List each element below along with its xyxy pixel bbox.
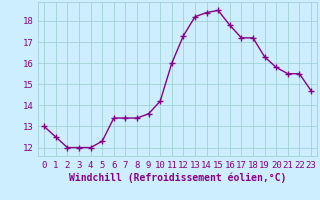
- X-axis label: Windchill (Refroidissement éolien,°C): Windchill (Refroidissement éolien,°C): [69, 173, 286, 183]
